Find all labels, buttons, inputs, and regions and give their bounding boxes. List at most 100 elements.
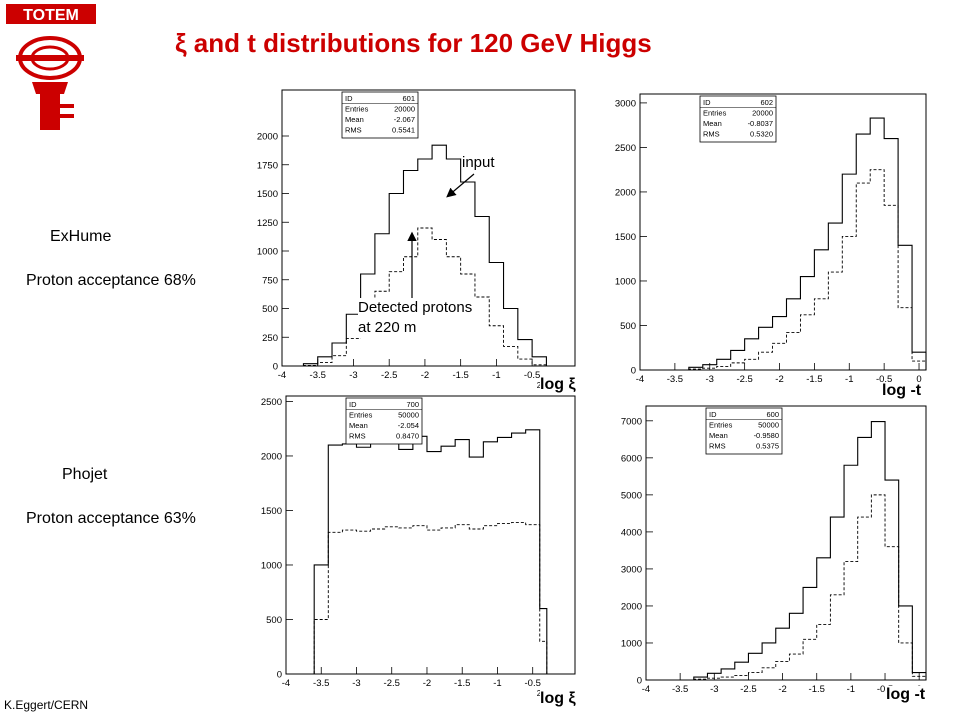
y-tick-label: 0: [631, 366, 636, 377]
x-tick-label: -0.5: [877, 684, 893, 695]
y-tick-label: 500: [266, 615, 282, 626]
x-tick-label: -0.5: [876, 374, 892, 385]
y-tick-label: 4000: [621, 527, 642, 538]
logo-stem-top: [32, 82, 68, 94]
y-tick-label: 6000: [621, 453, 642, 464]
x-tick-label: -2: [775, 374, 783, 385]
stats-box: [341, 91, 419, 139]
y-tick-label: 0: [637, 676, 642, 687]
series-input-histogram: [693, 421, 927, 680]
stats-key: RMS: [349, 432, 366, 441]
stats-value: 20000: [752, 109, 773, 118]
y-tick-label: 1500: [257, 189, 278, 200]
x-tick-label: -3: [706, 374, 714, 385]
y-tick-label: 2500: [615, 143, 636, 154]
xlabel-exhume-t: log -t: [882, 382, 922, 400]
stats-value: 601: [402, 94, 415, 103]
x-tick-label: -1.5: [806, 374, 822, 385]
y-tick-label: 2000: [615, 187, 636, 198]
y-tick-label: 7000: [621, 416, 642, 427]
x-tick-label: -1.5: [809, 684, 825, 695]
x-tick-label: -2.5: [384, 678, 400, 689]
stats-key: Mean: [345, 115, 364, 124]
detected-line-1: Detected protons: [358, 299, 473, 316]
y-tick-label: 500: [620, 321, 636, 332]
exhume-label: ExHume: [50, 228, 112, 245]
x-tick-label: -1: [845, 374, 853, 385]
y-tick-label: 0: [273, 362, 278, 373]
x-tick-label: -1.5: [454, 678, 470, 689]
logo-tick-1: [60, 104, 74, 108]
logo-banner: [6, 4, 96, 24]
page-title: ξ and t distributions for 120 GeV Higgs: [175, 28, 652, 58]
y-tick-label: 1250: [257, 218, 278, 229]
totem-logo: TOTEM: [6, 4, 96, 130]
plot-frame: [285, 395, 576, 675]
footer-credit: K.Eggert/CERN: [4, 698, 89, 712]
x-tick-label: -3.5: [313, 678, 329, 689]
stats-value: -2.054: [398, 421, 419, 430]
x-tick-label: -3: [352, 678, 360, 689]
stats-value: 20000: [394, 105, 415, 114]
stats-key: ID: [703, 98, 711, 107]
plot-frame: [645, 405, 927, 681]
stats-value: -2.067: [394, 115, 415, 124]
stats-key: RMS: [345, 126, 362, 135]
series-detected-histogram: [693, 494, 927, 680]
logo-stem: [40, 94, 60, 130]
y-tick-label: 500: [262, 304, 278, 315]
input-annotation: input: [462, 154, 495, 171]
series-input-histogram: [688, 117, 927, 370]
stats-value: 50000: [758, 421, 779, 430]
stats-key: Mean: [709, 431, 728, 440]
stats-key: ID: [709, 410, 717, 419]
x-tick-label: -4: [282, 678, 290, 689]
y-tick-label: 3000: [615, 98, 636, 109]
y-tick-label: 1500: [615, 232, 636, 243]
xlabel-phojet-xi: log ξ: [540, 690, 576, 708]
x-tick-label: -1: [847, 684, 855, 695]
chart-phojet-xi: 0 500 1000 1500 2000 2500 -4 -3.5 -3 -2.5 -2 -1.5 -1…: [261, 395, 576, 698]
stats-box: [699, 95, 777, 143]
x-tick-label: -2: [423, 678, 431, 689]
x-tick-label: -2: [421, 370, 429, 381]
y-tick-label: 3000: [621, 564, 642, 575]
stats-value: 0.5541: [392, 126, 415, 135]
x-tick-label: -3: [349, 370, 357, 381]
stats-value: 700: [406, 400, 419, 409]
stats-value: -0.8037: [748, 119, 773, 128]
y-tick-label: 2000: [261, 451, 282, 462]
chart-exhume-t: 0 500 1000 1500 2000 2500 3000 -4 -3.5 -3 -2.5 -2 -1…: [615, 93, 927, 394]
x-tick-label: -1.5: [452, 370, 468, 381]
y-tick-label: 2000: [621, 601, 642, 612]
phojet-label: Phojet: [62, 466, 108, 483]
y-tick-label: 1750: [257, 160, 278, 171]
x-tick-label: -2.5: [736, 374, 752, 385]
stats-box: [705, 407, 783, 455]
stats-key: Mean: [349, 421, 368, 430]
stats-value: -0.9580: [754, 431, 779, 440]
series-detected-histogram: [313, 522, 548, 674]
y-tick-label: 1000: [261, 560, 282, 571]
logo-bar: [16, 55, 84, 61]
y-tick-label: 1500: [261, 506, 282, 517]
y-tick-label: 250: [262, 333, 278, 344]
stats-key: Entries: [709, 421, 733, 430]
x-tick-label: -3.5: [672, 684, 688, 695]
chart-phojet-t: 0 1000 2000 3000 4000 5000 6000 7000 -4 -3.5 -3 -2.…: [621, 405, 927, 704]
x-tick-label: -2.5: [381, 370, 397, 381]
x-tick-label: -3.5: [667, 374, 683, 385]
stats-key: RMS: [703, 130, 720, 139]
y-tick-label: 2000: [257, 132, 278, 143]
stats-value: 50000: [398, 411, 419, 420]
detected-arrow: [407, 231, 417, 302]
series-input-histogram: [302, 144, 547, 366]
xlabel-exhume-xi: log ξ: [540, 376, 576, 394]
x-tick-label: -3: [710, 684, 718, 695]
plot-frame: [639, 93, 927, 371]
x-tick-label: -4: [636, 374, 644, 385]
xlabel-phojet-t: log -t: [886, 686, 926, 704]
stats-key: RMS: [709, 442, 726, 451]
y-tick-label: 2500: [261, 397, 282, 408]
x-tick-label: -1: [493, 678, 501, 689]
